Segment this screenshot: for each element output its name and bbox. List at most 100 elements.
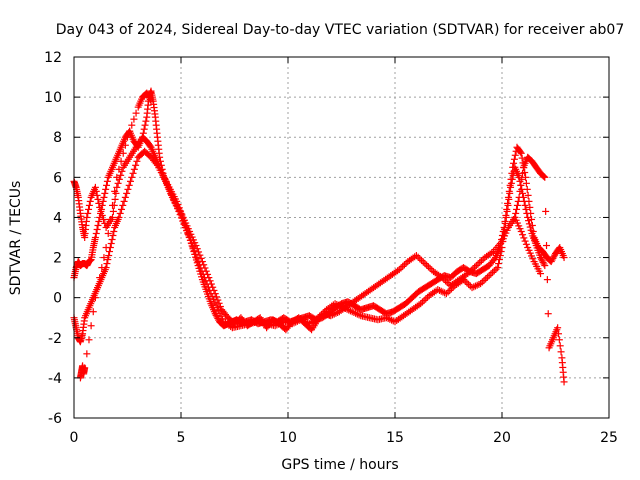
data-point (330, 310, 338, 318)
data-point (196, 251, 204, 259)
data-point (557, 348, 565, 356)
data-point (437, 287, 445, 295)
data-point (482, 275, 490, 283)
data-point (353, 310, 361, 318)
data-point (201, 264, 209, 272)
data-point (476, 258, 484, 266)
data-point (521, 237, 529, 245)
data-point (146, 142, 154, 150)
data-point (145, 94, 153, 102)
data-point (461, 277, 469, 285)
data-point (99, 197, 107, 205)
data-point (331, 300, 339, 308)
data-point (115, 213, 123, 221)
data-point (525, 220, 533, 228)
data-point (102, 244, 110, 252)
data-point (83, 213, 91, 221)
data-marks (70, 87, 568, 386)
data-point (496, 252, 504, 260)
data-point (85, 336, 93, 344)
x-tick-label: 15 (386, 430, 404, 446)
data-point (478, 278, 486, 286)
data-point (494, 264, 502, 272)
data-point (527, 226, 535, 234)
data-point (543, 242, 551, 250)
data-point (348, 308, 356, 316)
data-point (87, 322, 95, 330)
data-point (81, 364, 89, 372)
data-point (395, 266, 403, 274)
data-point (93, 191, 101, 199)
data-point (327, 312, 335, 320)
data-point (198, 258, 206, 266)
data-point (508, 175, 516, 183)
data-point (556, 342, 564, 350)
data-point (95, 199, 103, 207)
data-point (189, 243, 197, 251)
data-point (128, 173, 136, 181)
data-point (550, 253, 558, 261)
data-point (83, 350, 91, 358)
data-point (333, 300, 341, 308)
data-point (490, 267, 498, 275)
data-point (522, 179, 530, 187)
data-point (100, 193, 108, 201)
data-point (472, 262, 480, 270)
data-point (103, 181, 111, 189)
data-point (86, 197, 94, 205)
data-point (525, 217, 533, 225)
data-point (121, 193, 129, 201)
data-point (121, 141, 129, 149)
data-point (104, 229, 112, 237)
data-point (114, 179, 122, 187)
data-point (417, 300, 425, 308)
y-tick-label: -6 (48, 411, 62, 427)
data-point (118, 205, 126, 213)
data-point (507, 183, 515, 191)
data-point (113, 183, 121, 191)
data-point (524, 213, 532, 221)
data-point (467, 266, 475, 274)
data-point (335, 301, 343, 309)
data-point (108, 236, 116, 244)
data-point (504, 201, 512, 209)
tick-labels: 0 5 10 15 20 25 -6 -4 -2 0 2 4 6 8 10 12 (44, 50, 618, 446)
data-point (547, 258, 555, 266)
data-point (506, 189, 514, 197)
data-point (141, 121, 149, 129)
data-point (105, 252, 113, 260)
data-point (554, 330, 562, 338)
data-point (113, 173, 121, 181)
data-point (213, 313, 221, 321)
data-point (202, 267, 210, 275)
y-tick-label: -4 (48, 371, 62, 387)
data-point (147, 97, 155, 105)
data-point (94, 195, 102, 203)
data-point (447, 285, 455, 293)
data-point (115, 165, 123, 173)
x-tick-label: 20 (493, 430, 511, 446)
data-point (94, 284, 102, 292)
data-point (192, 242, 200, 250)
data-point (419, 258, 427, 266)
data-point (423, 261, 431, 269)
data-point (146, 96, 154, 104)
data-point (412, 252, 420, 260)
data-point (85, 201, 93, 209)
data-point (100, 254, 108, 262)
data-point (522, 173, 530, 181)
x-tick-label: 5 (177, 430, 186, 446)
x-tick-label: 10 (279, 430, 297, 446)
data-point (524, 191, 532, 199)
x-axis-label: GPS time / hours (281, 457, 398, 473)
data-point (212, 311, 220, 319)
data-point (106, 248, 114, 256)
data-point (397, 264, 405, 272)
data-point (477, 257, 485, 265)
data-point (197, 254, 205, 262)
data-point (100, 215, 108, 223)
data-point (209, 283, 217, 291)
data-point (204, 270, 212, 278)
data-point (513, 201, 521, 209)
data-point (92, 187, 100, 195)
